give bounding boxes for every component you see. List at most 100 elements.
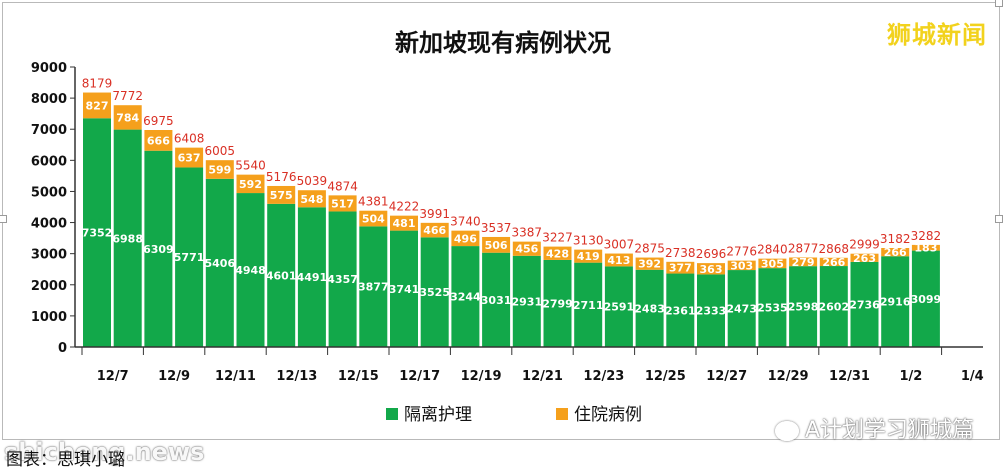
bar-hospital xyxy=(267,185,296,204)
resize-handle-mid-left[interactable] xyxy=(0,215,7,223)
bar-isolation xyxy=(819,266,848,347)
bar-hospital-label: 377 xyxy=(669,262,692,275)
x-tick-label: 12/11 xyxy=(215,369,256,384)
source-caption: 图表：思琪小璐 xyxy=(6,450,125,470)
bar-isolation xyxy=(451,246,480,347)
bar-hospital xyxy=(543,246,572,260)
bar-isolation-label: 6309 xyxy=(143,243,174,256)
x-tick-label: 1/4 xyxy=(961,369,984,384)
y-tick-label: 0 xyxy=(58,341,67,356)
bar-total-label: 2696 xyxy=(696,247,727,261)
bars: 7352 827 8179 6988 784 7772 6309 666 6975 5771 637… xyxy=(82,77,942,347)
bar-isolation-label: 2535 xyxy=(757,302,788,315)
bar-total-label: 3537 xyxy=(481,221,512,235)
bar-isolation-label: 4491 xyxy=(297,271,328,284)
bar-isolation-label: 3099 xyxy=(911,293,942,306)
bar-isolation xyxy=(482,252,511,347)
bar-isolation-label: 2598 xyxy=(788,301,819,314)
x-tick-label: 12/15 xyxy=(338,369,379,384)
bar-total-label: 2875 xyxy=(634,242,665,256)
bar-hospital-label: 305 xyxy=(761,257,784,270)
y-tick-label: 9000 xyxy=(31,61,67,76)
bar-total-label: 3282 xyxy=(911,229,942,243)
watermark-left: shicheng.news xyxy=(4,438,205,466)
bar-isolation-label: 2711 xyxy=(573,299,604,312)
x-tick-label: 12/17 xyxy=(399,369,440,384)
bar-hospital-label: 599 xyxy=(208,163,231,176)
bar-hospital xyxy=(911,244,940,251)
y-tick-label: 8000 xyxy=(31,92,67,107)
bar-isolation xyxy=(359,226,388,347)
bar-isolation-label: 2931 xyxy=(511,295,542,308)
bar-total-label: 6408 xyxy=(174,132,205,146)
resize-handle-mid-right[interactable] xyxy=(995,215,1003,223)
bar-hospital xyxy=(574,249,603,263)
y-tick-label: 4000 xyxy=(31,217,67,232)
bar-hospital xyxy=(359,210,388,227)
x-tick-label: 12/21 xyxy=(522,369,563,384)
bar-isolation xyxy=(205,178,234,347)
bar-isolation-label: 2799 xyxy=(542,297,573,310)
watermark-right-text: A计划学习狮城篇 xyxy=(804,418,974,443)
bar-hospital xyxy=(328,195,357,212)
bar-isolation-label: 2916 xyxy=(880,296,911,309)
bar-total-label: 5540 xyxy=(235,159,266,173)
bar-hospital xyxy=(236,174,265,194)
bar-hospital xyxy=(144,130,173,151)
bar-hospital-label: 517 xyxy=(331,197,354,210)
bar-hospital-label: 266 xyxy=(884,246,907,259)
bar-hospital-label: 428 xyxy=(546,247,569,260)
bar-isolation xyxy=(789,266,818,347)
bar-hospital xyxy=(850,253,879,262)
bar-hospital xyxy=(789,257,818,267)
x-tick-label: 12/7 xyxy=(97,369,129,384)
bar-hospital-label: 827 xyxy=(86,99,109,112)
bar-isolation-label: 2591 xyxy=(604,301,635,314)
wechat-icon xyxy=(774,421,799,441)
bar-isolation xyxy=(758,268,787,347)
bar-hospital xyxy=(420,222,449,238)
bar-total-label: 4381 xyxy=(358,195,389,209)
bar-hospital-label: 263 xyxy=(853,252,876,265)
bar-isolation xyxy=(512,255,541,347)
bar-total-label: 3991 xyxy=(419,207,450,221)
legend-isolation-swatch xyxy=(386,408,398,420)
bar-total-label: 4874 xyxy=(327,179,358,193)
y-tick-label: 2000 xyxy=(31,279,67,294)
x-tick-label: 1/2 xyxy=(899,369,922,384)
x-tick-label: 12/13 xyxy=(276,369,317,384)
y-tick-label: 3000 xyxy=(31,248,67,263)
bar-hospital xyxy=(666,261,695,274)
y-tick-label: 6000 xyxy=(31,154,67,169)
bar-isolation-label: 2483 xyxy=(634,302,665,315)
resize-handle-top-right[interactable] xyxy=(995,0,1003,7)
bar-isolation-label: 6988 xyxy=(112,232,143,245)
bar-isolation xyxy=(236,193,265,347)
bar-isolation xyxy=(113,129,142,347)
bar-hospital xyxy=(175,147,204,168)
bar-isolation xyxy=(727,270,756,347)
bar-hospital xyxy=(297,190,326,208)
bar-isolation xyxy=(911,250,940,347)
bar-isolation xyxy=(175,167,204,347)
bar-hospital xyxy=(113,105,142,130)
watermark-right: A计划学习狮城篇 xyxy=(774,412,974,444)
bar-isolation xyxy=(604,266,633,347)
bar-isolation-label: 4601 xyxy=(266,269,297,282)
bar-isolation xyxy=(635,269,664,347)
bar-isolation xyxy=(328,211,357,347)
bar-hospital xyxy=(697,263,725,275)
bar-hospital-label: 466 xyxy=(423,224,446,237)
bar-hospital xyxy=(727,260,756,271)
bar-total-label: 5039 xyxy=(297,174,328,188)
bar-isolation-label: 7352 xyxy=(82,227,113,240)
bar-isolation xyxy=(144,150,173,347)
bar-hospital-label: 279 xyxy=(792,256,815,269)
bar-isolation xyxy=(574,262,603,347)
bar-total-label: 6005 xyxy=(205,144,236,158)
bar-total-label: 7772 xyxy=(112,89,143,103)
bar-hospital-label: 413 xyxy=(607,254,630,267)
x-axis: 12/7 12/9 12/11 12/13 12/15 12/17 12/19 12/21 12… xyxy=(75,346,984,384)
bar-hospital-label: 504 xyxy=(362,213,385,226)
y-tick-label: 1000 xyxy=(31,310,67,325)
